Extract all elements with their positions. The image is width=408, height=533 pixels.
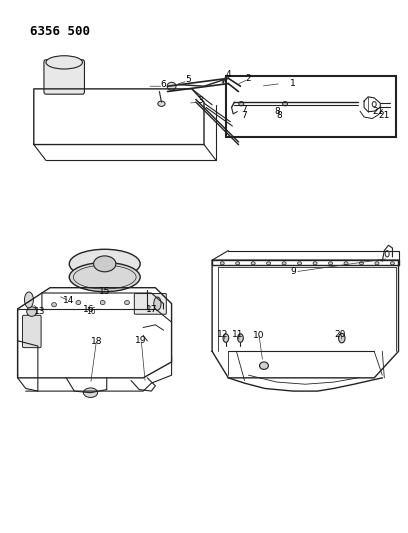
- Ellipse shape: [359, 262, 364, 265]
- Text: 19: 19: [135, 336, 147, 345]
- Text: 7: 7: [241, 105, 246, 114]
- Text: 8: 8: [276, 111, 282, 120]
- Ellipse shape: [84, 388, 98, 398]
- Text: 18: 18: [91, 337, 102, 346]
- Ellipse shape: [339, 333, 345, 343]
- Text: 12: 12: [217, 330, 228, 339]
- Text: 6356 500: 6356 500: [30, 25, 90, 38]
- Text: 14: 14: [62, 296, 74, 305]
- Ellipse shape: [24, 292, 33, 308]
- Ellipse shape: [266, 262, 271, 265]
- Text: 17: 17: [146, 305, 157, 314]
- Text: 13: 13: [34, 307, 46, 316]
- Text: 15: 15: [99, 287, 111, 296]
- Ellipse shape: [93, 256, 116, 272]
- Ellipse shape: [385, 251, 389, 257]
- Ellipse shape: [328, 262, 333, 265]
- Ellipse shape: [375, 262, 379, 265]
- Ellipse shape: [52, 303, 56, 307]
- Text: 21: 21: [373, 107, 384, 116]
- Ellipse shape: [251, 262, 255, 265]
- Ellipse shape: [344, 262, 348, 265]
- Text: 6: 6: [161, 80, 166, 89]
- FancyBboxPatch shape: [44, 60, 84, 94]
- Ellipse shape: [239, 102, 244, 106]
- Text: 16: 16: [86, 307, 95, 316]
- Ellipse shape: [100, 301, 105, 305]
- Text: 2: 2: [246, 74, 251, 83]
- Text: 11: 11: [232, 330, 244, 339]
- Ellipse shape: [167, 82, 176, 90]
- Text: 4: 4: [226, 69, 231, 78]
- Ellipse shape: [46, 56, 82, 69]
- Ellipse shape: [76, 301, 81, 305]
- Ellipse shape: [69, 249, 140, 278]
- Text: 5: 5: [185, 75, 191, 84]
- Ellipse shape: [282, 262, 286, 265]
- Ellipse shape: [372, 102, 376, 107]
- Ellipse shape: [124, 301, 129, 305]
- Ellipse shape: [313, 262, 317, 265]
- Ellipse shape: [283, 102, 288, 106]
- Text: 8: 8: [274, 107, 280, 116]
- Text: 16: 16: [83, 305, 94, 314]
- Ellipse shape: [237, 334, 243, 342]
- Text: 9: 9: [290, 268, 296, 276]
- Ellipse shape: [259, 362, 268, 369]
- Ellipse shape: [223, 334, 229, 342]
- Text: 20: 20: [334, 330, 346, 339]
- Ellipse shape: [73, 265, 136, 289]
- FancyBboxPatch shape: [226, 76, 397, 136]
- Ellipse shape: [158, 101, 165, 107]
- FancyBboxPatch shape: [134, 294, 166, 314]
- Ellipse shape: [27, 307, 37, 317]
- Text: 1: 1: [290, 79, 296, 88]
- Ellipse shape: [390, 262, 395, 265]
- Text: 10: 10: [253, 331, 264, 340]
- Ellipse shape: [220, 262, 224, 265]
- FancyBboxPatch shape: [22, 316, 41, 348]
- Text: 3: 3: [197, 96, 203, 105]
- Text: 7: 7: [241, 111, 246, 120]
- Ellipse shape: [69, 263, 140, 292]
- Ellipse shape: [297, 262, 302, 265]
- Text: 21: 21: [379, 111, 390, 120]
- Ellipse shape: [236, 262, 240, 265]
- Ellipse shape: [154, 297, 161, 310]
